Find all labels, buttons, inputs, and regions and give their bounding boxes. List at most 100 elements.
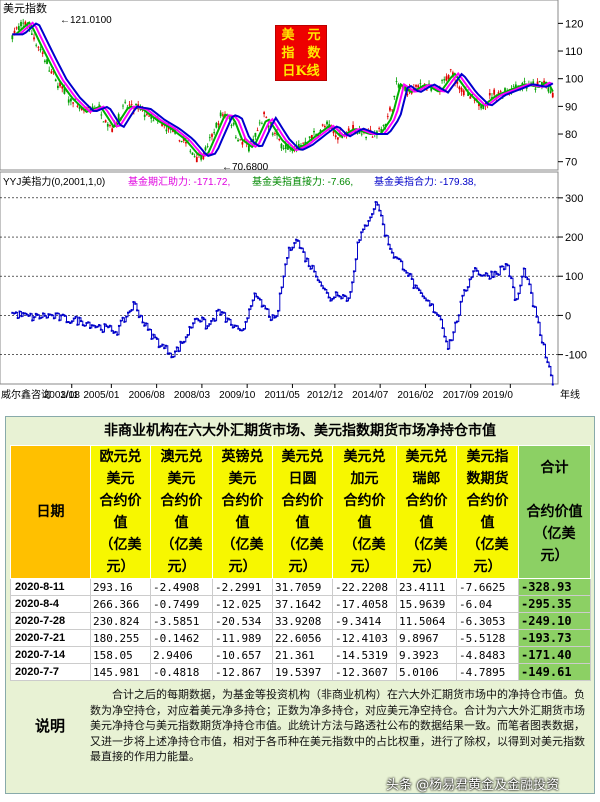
candle [445,73,448,82]
column-header: 欧元兑 美元 合约价值（亿美 元） [90,445,151,579]
candle [72,102,74,108]
value-cell: 230.824 [90,612,151,630]
candle [70,98,72,106]
x-tick-label: 2014/07 [352,390,389,401]
candle [543,78,545,84]
value-cell: -2.2991 [212,578,273,596]
column-header: 美元兑 加元 合约价值（亿美 元） [332,445,397,579]
value-cell: -4.7895 [456,663,519,681]
candle [334,132,337,140]
candle [313,128,315,136]
candle [378,126,381,132]
note-label: 说明 [34,717,65,736]
x-tick-label: 2005/01 [83,390,120,401]
chart-source: 威尔鑫咨询 [1,388,51,401]
candle [122,103,124,110]
value-cell: -12.025 [212,595,273,613]
ma-line-blue [12,22,554,158]
candle [336,137,339,144]
value-cell: -0.7499 [150,595,213,613]
candle [35,43,38,48]
candle [100,111,103,120]
total-cell: -149.61 [518,663,591,681]
table-title: 非商业机构在六大外汇期货市场、美元指数期货市场净持仓市值 [104,423,496,439]
candle [380,126,383,133]
value-cell: 9.3923 [396,646,457,664]
total-header: 合计 合约价值 （亿美 元） [518,445,591,579]
value-cell: 293.16 [90,578,151,596]
ma-line-magenta [12,21,554,157]
candle [124,99,127,105]
candle [551,91,554,99]
candle [237,138,239,142]
table-row: 2020-7-21 180.255 -0.1462 -11.989 22.6056 -12… [10,629,591,647]
candle [61,86,64,93]
candle [43,59,46,64]
candle [274,131,276,136]
date-cell: 2020-8-4 [10,595,91,613]
total-cell: -249.10 [518,612,591,630]
candle [48,66,51,72]
candle [56,82,59,91]
date-cell: 2020-7-21 [10,629,91,647]
indicator-title: YYJ美指力(0,2001,1,0) [3,175,105,188]
candle [458,85,461,94]
value-cell: -0.4818 [150,663,213,681]
candle [428,80,430,85]
x-last-label: 年线 [560,388,580,401]
value-cell: 180.255 [90,629,151,647]
value-cell: 158.05 [90,646,151,664]
value-cell: 31.7059 [272,578,333,596]
date-cell: 2020-8-11 [10,578,91,596]
value-cell: -12.867 [212,663,273,681]
candle [109,123,111,128]
note-section: 说明 合计之后的每期数据，为基金等投资机构（非商业机构）在六大外汇期货市场中的净… [10,687,590,765]
candle [106,122,109,131]
y-tick-label: 200 [565,232,583,244]
candle [208,134,211,142]
x-first-label: 1/11 [60,390,79,401]
total-cell: -328.93 [518,578,591,596]
candle [536,78,539,86]
x-tick-label: 2008/03 [174,390,211,401]
column-header: 美元兑 瑞郎 合约价值（亿美 元） [396,445,457,579]
candle [41,50,44,57]
candle [221,112,224,118]
column-header: 美元兑 日圆 合约价值（亿美 元） [272,445,333,579]
candle [191,152,194,156]
value-cell: 2.9406 [150,646,213,664]
value-cell: -20.534 [212,612,273,630]
y-tick-label: 80 [565,129,577,141]
chart-title-badge: 美 元 指 数 日K线 [275,25,327,81]
value-cell: -22.2208 [332,578,397,596]
candle [189,149,192,154]
y-tick-label: 110 [565,46,583,58]
y-tick-label: -100 [565,350,587,362]
candle [282,144,285,151]
y-tick-label: 70 [565,157,577,169]
candle [441,78,443,84]
candle [219,110,222,119]
candle [37,45,40,52]
value-cell: 9.8967 [396,629,457,647]
legend-entry: 基金期汇助力: -171.72, [128,175,230,188]
candle [67,96,70,106]
candle [261,121,263,125]
candle [213,128,216,136]
candle [538,80,541,83]
value-cell: -6.3053 [456,612,519,630]
value-cell: -12.3607 [332,663,397,681]
value-cell: 23.4111 [396,578,457,596]
candle [135,103,137,107]
candle [512,84,515,88]
candle [104,119,107,123]
candle [382,124,385,128]
y-tick-label: 300 [565,193,583,205]
candle [278,138,281,142]
candle [302,142,305,145]
value-cell: -2.4908 [150,578,213,596]
candle [462,88,465,97]
column-header: 美元指 数期货 合约价值（亿美 元） [456,445,519,579]
table-row: 2020-7-14 158.05 2.9406 -10.657 21.361 -14.53… [10,646,591,664]
date-header: 日期 [10,445,91,579]
